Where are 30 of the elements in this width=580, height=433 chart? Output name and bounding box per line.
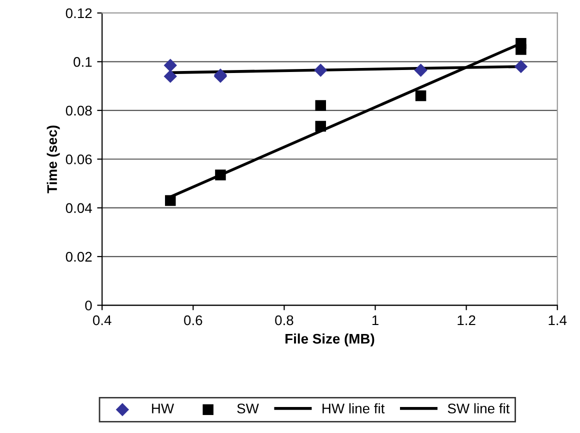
x-axis-title: File Size (MB) xyxy=(286,333,374,346)
point xyxy=(514,60,528,74)
point xyxy=(315,120,326,132)
y-tick-label: 0.06 xyxy=(66,154,92,164)
point xyxy=(314,64,328,77)
legend-label: SW xyxy=(237,404,259,414)
legend-label: SW line fit xyxy=(448,403,510,414)
x-tick-label: 1 xyxy=(372,315,378,326)
point xyxy=(415,90,426,102)
point xyxy=(315,100,326,111)
x-tick-label: 1.2 xyxy=(458,315,476,326)
x-tick-label: 0.4 xyxy=(92,315,112,326)
y-tick-label: 0.04 xyxy=(66,203,92,214)
y-tick-label: 0.1 xyxy=(74,57,92,67)
point xyxy=(414,64,428,77)
x-tick-label: 0.8 xyxy=(275,315,294,326)
y-tick-label: 0.08 xyxy=(66,106,92,116)
point xyxy=(164,58,177,72)
y-axis-title: Time (sec) xyxy=(46,126,60,194)
y-tick-label: 0.12 xyxy=(66,8,92,18)
y-tick-label: 0.02 xyxy=(66,252,92,262)
point xyxy=(215,170,226,180)
point xyxy=(164,70,177,83)
x-tick-label: 1.4 xyxy=(548,315,567,326)
legend-label: HW xyxy=(152,404,174,414)
x-tick-label: 0.6 xyxy=(184,315,202,326)
y-tick-label: 0 xyxy=(85,300,92,310)
point xyxy=(516,44,526,55)
legend-label: HW line fit xyxy=(322,403,385,414)
point xyxy=(164,195,176,206)
